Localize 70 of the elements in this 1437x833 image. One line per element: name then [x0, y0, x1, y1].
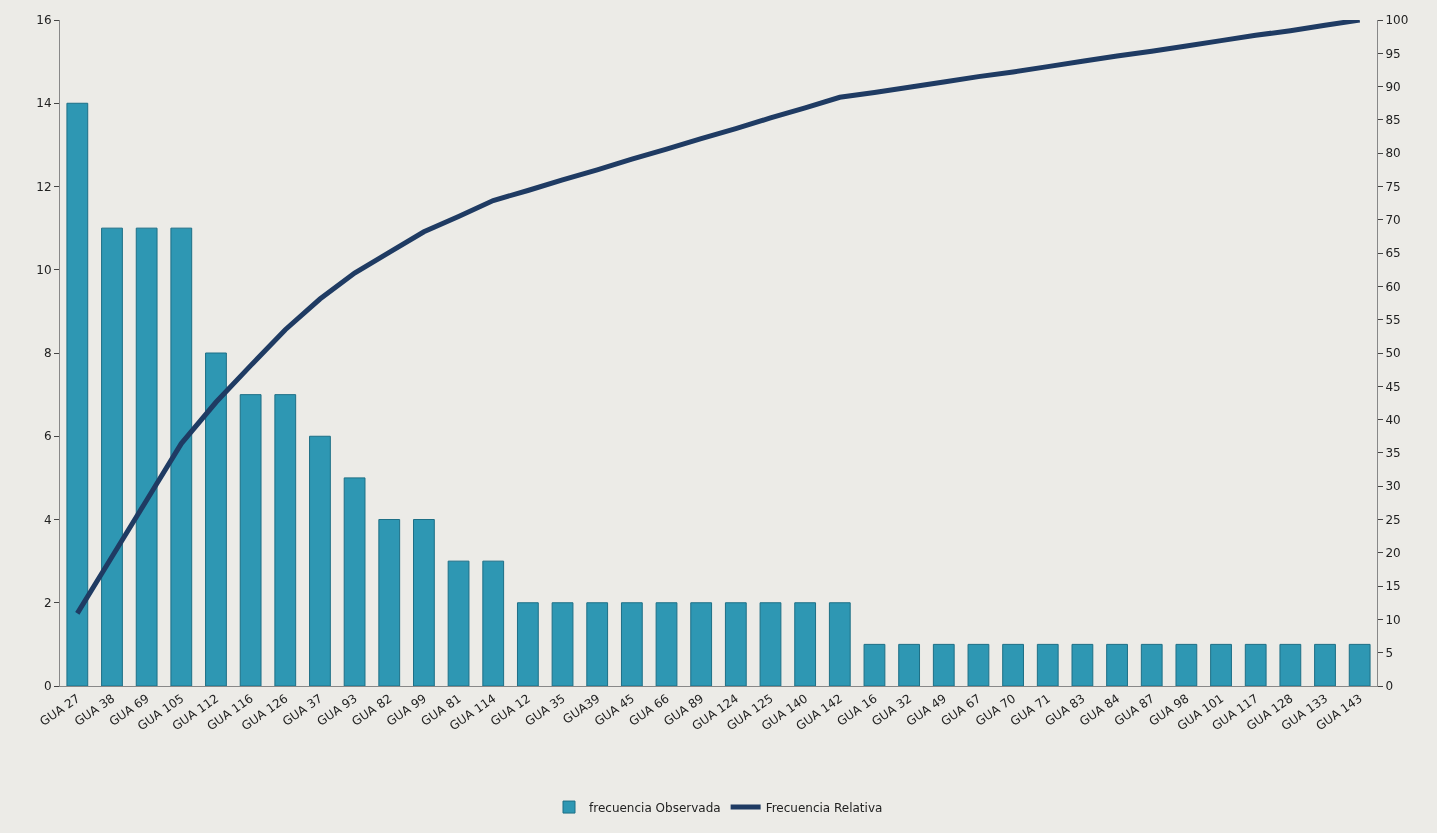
- bar: [1279, 643, 1302, 686]
- bar: [794, 602, 817, 686]
- y2-tick-label: 35: [1385, 446, 1401, 461]
- y2-tick-label: 65: [1385, 246, 1401, 261]
- bar: [482, 560, 505, 686]
- y2-tick-label: 75: [1385, 179, 1401, 194]
- y2-tick-label: 10: [1385, 612, 1401, 627]
- bar: [724, 602, 747, 686]
- bar: [1002, 643, 1024, 686]
- bar: [516, 602, 539, 686]
- y2-tick-label: 55: [1385, 312, 1401, 327]
- y2-tick-label: 40: [1385, 412, 1401, 427]
- bar: [1106, 643, 1128, 686]
- bar: [135, 227, 158, 686]
- y-tick-label: 10: [36, 262, 52, 277]
- y2-tick-label: 70: [1385, 213, 1401, 227]
- bar: [378, 519, 401, 686]
- bar: [551, 602, 574, 686]
- bar: [828, 602, 851, 686]
- bar: [309, 435, 331, 686]
- y2-tick-label: 0: [1385, 679, 1394, 694]
- bar: [898, 643, 921, 686]
- y2-tick-label: 5: [1385, 645, 1394, 660]
- y-tick-label: 4: [43, 512, 52, 527]
- y2-tick-label: 45: [1385, 379, 1401, 394]
- y-tick-label: 0: [43, 679, 52, 694]
- y2-tick-label: 100: [1385, 13, 1409, 28]
- bar: [1314, 643, 1336, 686]
- y-tick-label: 8: [43, 346, 52, 361]
- bar: [1210, 643, 1232, 686]
- y2-tick-label: 25: [1385, 512, 1401, 527]
- bar: [1348, 643, 1371, 686]
- bar: [66, 102, 89, 686]
- bar: [1071, 643, 1094, 686]
- bar: [620, 602, 643, 686]
- bar: [274, 394, 297, 686]
- bar: [586, 602, 609, 686]
- y-tick-label: 16: [36, 13, 52, 28]
- bar: [170, 227, 193, 686]
- y2-tick-label: 95: [1385, 46, 1401, 61]
- bar: [655, 602, 678, 686]
- bar: [447, 560, 470, 686]
- bar: [690, 602, 713, 686]
- bar: [967, 643, 990, 686]
- bar: [205, 352, 227, 686]
- y2-tick-label: 60: [1385, 279, 1401, 294]
- bar: [413, 519, 435, 686]
- y2-tick-label: 85: [1385, 113, 1401, 128]
- y-tick-label: 12: [36, 179, 52, 194]
- y2-tick-label: 20: [1385, 546, 1401, 560]
- bar: [101, 227, 123, 686]
- y2-tick-label: 80: [1385, 146, 1401, 161]
- y2-tick-label: 30: [1385, 479, 1401, 494]
- y2-tick-label: 50: [1385, 346, 1401, 361]
- legend-label: Frecuencia Relativa: [765, 800, 883, 815]
- bar: [1175, 643, 1198, 686]
- bar: [863, 643, 886, 686]
- y-tick-label: 14: [36, 96, 52, 111]
- bar: [1244, 643, 1267, 686]
- bar: [1036, 643, 1059, 686]
- y2-tick-label: 15: [1385, 579, 1401, 594]
- legend-label: frecuencia Observada: [589, 800, 721, 815]
- bar: [343, 477, 366, 686]
- y-tick-label: 2: [43, 595, 52, 610]
- bar: [932, 643, 955, 686]
- bar: [1140, 643, 1163, 686]
- bar: [239, 394, 262, 686]
- bar: [759, 602, 782, 686]
- y-tick-label: 6: [43, 429, 52, 444]
- y2-tick-label: 90: [1385, 79, 1401, 94]
